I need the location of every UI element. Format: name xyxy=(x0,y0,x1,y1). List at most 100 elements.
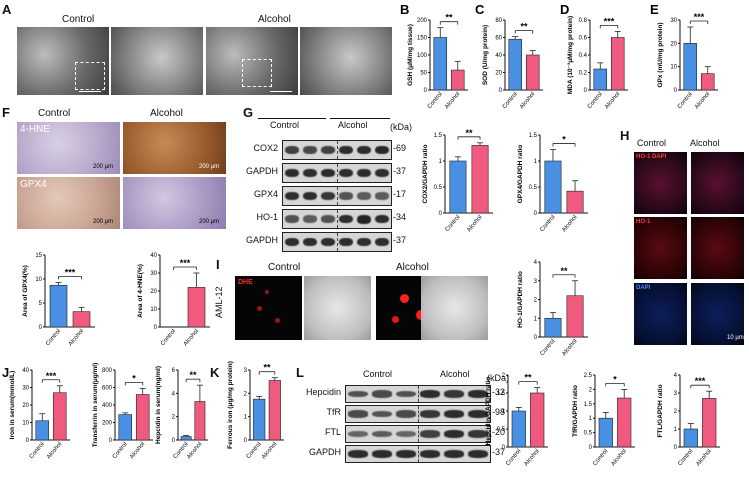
ihc-4hne-alcohol-image: 200 μm xyxy=(123,122,226,174)
blot-band xyxy=(303,237,317,247)
y-tick-label: 0.5 xyxy=(584,431,593,437)
panel-l-control-title: Control xyxy=(363,369,393,379)
bar-control xyxy=(433,37,448,91)
y-tick-label: 2 xyxy=(172,415,176,421)
blot-strip xyxy=(282,163,392,183)
blot-band xyxy=(303,146,317,154)
bar-chart-k: 0 1 2 3 Ferrous iron (μg/mg protein) ControlA… xyxy=(227,361,284,460)
bar-chart-g1: 0 0.5 1 1.5 COX2/GAPDH ratio Control Alcohol ** xyxy=(422,128,493,233)
blot-band xyxy=(321,168,335,178)
bright-alcohol-image xyxy=(421,276,488,340)
alcohol-bracket xyxy=(330,118,390,119)
panel-label: E xyxy=(650,2,659,17)
bar-alcohol xyxy=(617,397,632,448)
blot-band xyxy=(339,237,353,247)
bar-alcohol xyxy=(187,287,206,328)
blot-band xyxy=(321,215,335,223)
blot-strip xyxy=(345,425,491,443)
bar-control xyxy=(35,420,50,441)
y-tick-label: 40 xyxy=(495,53,502,59)
y-tick-label: 0 xyxy=(154,325,158,331)
y-tick-label: 1 xyxy=(674,427,678,433)
panel-h-control-title: Control xyxy=(637,138,667,148)
if-dapi-alcohol-image: 10 μm xyxy=(691,283,744,345)
y-tick-label: 80 xyxy=(495,18,502,24)
blot-band xyxy=(348,390,368,398)
y-tick-label: 30 xyxy=(150,271,157,277)
blot-band xyxy=(444,390,464,398)
x-tick-label: Alcohol xyxy=(129,441,146,460)
panel-label-a: A xyxy=(2,2,12,17)
y-tick-label: 6 xyxy=(172,368,176,374)
y-tick-label: 0 xyxy=(502,445,506,451)
blot-strip xyxy=(345,405,491,423)
blot-row-label: TfR xyxy=(326,407,342,417)
x-tick-label: Control xyxy=(29,441,46,460)
x-tick-label: Control xyxy=(587,91,604,110)
y-tick-label: 2 xyxy=(674,409,678,415)
blot-kda-marker: -32 xyxy=(492,387,506,397)
panel-label: C xyxy=(475,2,485,17)
bar-chart-c: C 0 20 40 60 80 SOD (U/mg protein) Control Alcoh… xyxy=(475,2,543,110)
dhe-control-image: DHE xyxy=(235,276,302,340)
y-tick-label: 0.5 xyxy=(529,185,538,191)
panel-g-alcohol-title: Alcohol xyxy=(338,120,368,130)
blot-band xyxy=(375,145,389,155)
blot-band xyxy=(396,390,416,398)
bar-chart-j1: 0 10 20 30 40 Iron in serum(mmol/L) Control Alc… xyxy=(9,368,70,460)
blot-kda-marker: -98 xyxy=(492,407,506,417)
blot-band xyxy=(321,237,335,247)
significance-stars: *** xyxy=(604,16,615,26)
x-tick-label: Control xyxy=(444,214,461,233)
x-tick-label: Alcohol xyxy=(466,214,483,233)
if-ho1-alcohol-image xyxy=(691,217,744,279)
panel-label-g: G xyxy=(243,105,254,120)
y-tick-label: 40 xyxy=(22,368,29,374)
bar-control xyxy=(511,410,526,448)
y-tick-label: 4 xyxy=(172,391,176,397)
blot-row-label: Hepcidin xyxy=(305,387,341,397)
bar-control xyxy=(544,160,562,214)
blot-row-label: GAPDH xyxy=(245,166,278,176)
blot-band xyxy=(321,145,335,155)
bar-chart-g2: 0 0.5 1 1.5 GPX4/GAPDH ratio Control Alcohol * xyxy=(517,133,588,233)
y-tick-label: 1 xyxy=(244,415,248,421)
y-tick-label: 10 xyxy=(22,421,29,427)
y-tick-label: 2 xyxy=(502,373,506,379)
x-tick-label: Alcohol xyxy=(519,91,536,110)
blot-band xyxy=(372,450,392,458)
blot-band xyxy=(285,191,299,201)
y-tick-label: 0.4 xyxy=(579,53,588,59)
y-tick-label: 100 xyxy=(417,53,428,59)
panel-label: B xyxy=(400,2,409,17)
x-tick-label: Alcohol xyxy=(523,448,540,467)
panel-g-kda: (kDa) xyxy=(390,122,412,132)
bar-alcohol xyxy=(566,190,584,214)
panel-a-alcohol-title: Alcohol xyxy=(258,14,291,25)
blot-band xyxy=(468,390,488,398)
x-tick-label: Alcohol xyxy=(561,338,578,357)
blot-band xyxy=(396,410,416,418)
blot-band xyxy=(372,390,392,398)
em-alcohol-low-image xyxy=(206,27,298,95)
x-tick-label: Alcohol xyxy=(604,91,621,110)
panel-label-f: F xyxy=(2,105,10,120)
y-tick-label: 0 xyxy=(674,445,678,451)
bar-alcohol xyxy=(72,311,91,328)
bar-control xyxy=(49,284,68,328)
blot-row-label: HO-1 xyxy=(256,212,278,222)
x-tick-label: Control xyxy=(592,448,609,467)
blot-band xyxy=(375,237,389,247)
blot-band xyxy=(303,168,317,178)
bar-control xyxy=(683,428,698,448)
ihc-4hne-control-image: 4-HNE 200 μm xyxy=(17,122,120,174)
y-tick-label: 200 xyxy=(417,18,428,24)
significance-stars: * xyxy=(613,374,617,384)
significance-stars: *** xyxy=(65,267,76,277)
y-tick-label: 3 xyxy=(674,391,678,397)
y-tick-label: 4 xyxy=(674,373,678,379)
y-tick-label: 200 xyxy=(102,421,113,427)
